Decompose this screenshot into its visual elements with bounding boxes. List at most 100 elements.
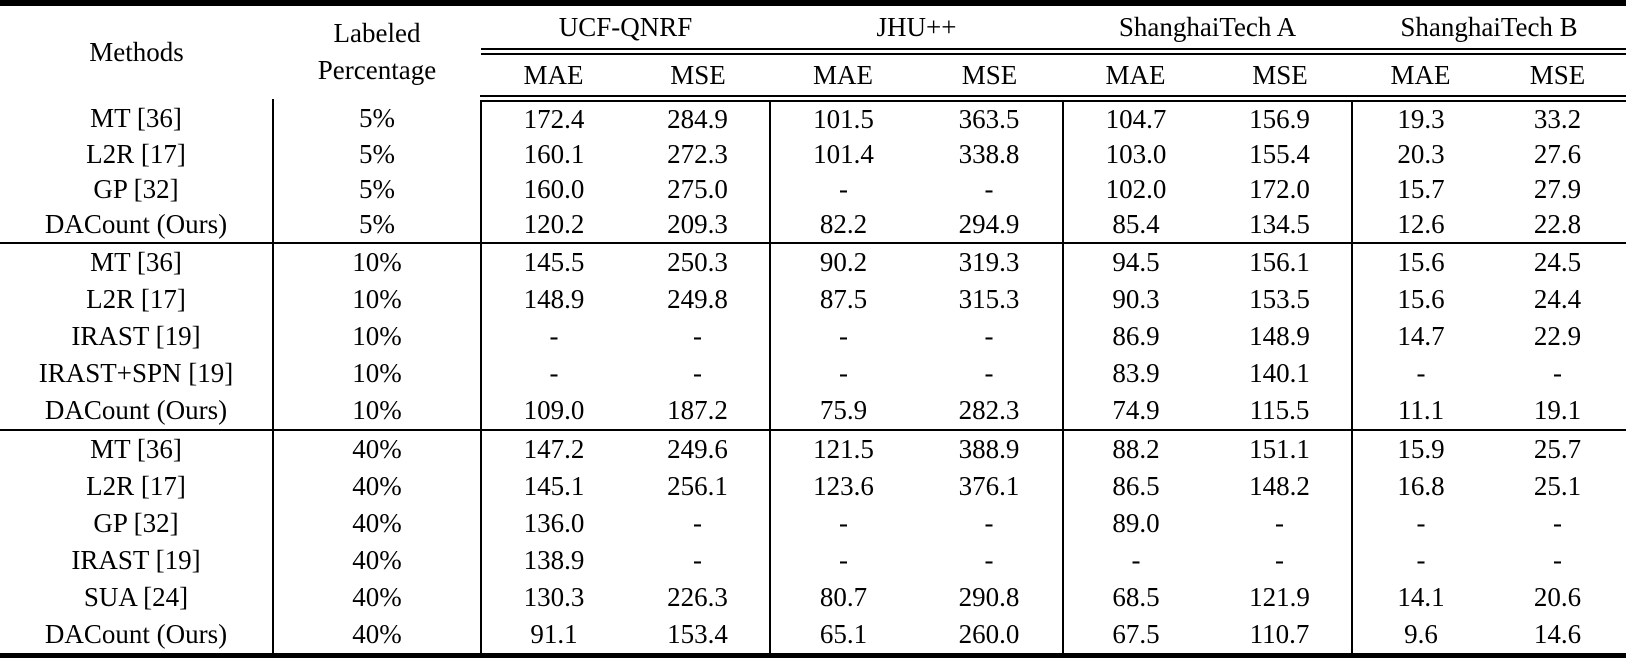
metric-cell: 260.0: [958, 619, 1020, 650]
metric-cell: 121.9: [1249, 582, 1310, 613]
col-header-labeled-line1: Labeled: [333, 18, 421, 49]
metric-cell: -: [693, 508, 702, 539]
metric-cell: -: [984, 358, 994, 389]
metric-cell: 75.9: [769, 392, 917, 430]
method-cell: L2R [17]: [86, 471, 186, 502]
col-header-jhu-mse: MSE: [916, 51, 1064, 102]
labeled-percentage-cell: 40%: [272, 468, 481, 505]
metric-cell: -: [1062, 542, 1209, 579]
metric-cell: 145.5: [480, 242, 626, 281]
metric-cell: 123.6: [769, 468, 917, 505]
labeled-percentage-cell: 10%: [272, 242, 481, 281]
metric-cell: 68.5: [1062, 579, 1209, 616]
table-row: GP [32] 5% 160.0 275.0 - - 102.0 172.0 15.7 27.9: [0, 172, 1626, 207]
metric-cell: 19.1: [1533, 395, 1582, 426]
metric-cell: 148.9: [480, 281, 626, 318]
metric-cell: 104.7: [1062, 98, 1209, 137]
labeled-percentage-cell: 5%: [272, 172, 481, 207]
metric-cell: 160.1: [480, 137, 626, 172]
metric-cell: 130.3: [480, 579, 626, 616]
metric-cell: 15.7: [1351, 172, 1490, 207]
metric-cell: 90.3: [1062, 281, 1209, 318]
table-row: MT [36] 40% 147.2 249.6 121.5 388.9 88.2 151.1 1…: [0, 429, 1626, 468]
metric-cell: 14.6: [1533, 619, 1582, 650]
metric-cell: -: [480, 355, 626, 392]
metric-cell: 156.9: [1249, 104, 1310, 135]
metric-cell: 14.1: [1351, 579, 1490, 616]
labeled-percentage-cell: 5%: [272, 98, 481, 137]
metric-cell: 82.2: [769, 207, 917, 243]
method-cell: MT [36]: [90, 102, 182, 133]
metric-cell: 86.9: [1062, 318, 1209, 355]
metric-cell: -: [1275, 508, 1285, 539]
metric-cell: -: [984, 508, 994, 539]
metric-cell: -: [769, 172, 917, 207]
metric-cell: -: [480, 318, 626, 355]
metric-cell: 14.7: [1351, 318, 1490, 355]
labeled-percentage-cell: 10%: [272, 281, 481, 318]
metric-cell: 91.1: [480, 616, 626, 657]
col-header-sha-mae: MAE: [1063, 51, 1209, 102]
metric-cell: 94.5: [1062, 242, 1209, 281]
labeled-percentage-cell: 10%: [272, 355, 481, 392]
labeled-percentage-cell: 40%: [272, 429, 481, 468]
labeled-percentage-cell: 10%: [272, 392, 481, 430]
table-row: DACount (Ours) 5% 120.2 209.3 82.2 294.9 85.4 1…: [0, 207, 1626, 243]
labeled-percentage-cell: 40%: [272, 579, 481, 616]
metric-cell: 89.0: [1062, 505, 1209, 542]
metric-cell: 160.0: [480, 172, 626, 207]
labeled-percentage-cell: 40%: [272, 505, 481, 542]
metric-cell: 15.6: [1351, 281, 1490, 318]
col-header-ucf-mse: MSE: [626, 51, 771, 102]
metric-cell: 103.0: [1062, 137, 1209, 172]
metric-cell: -: [769, 355, 917, 392]
metric-cell: 20.6: [1533, 582, 1582, 613]
method-cell: IRAST+SPN [19]: [38, 358, 234, 389]
col-header-jhu: JHU++: [770, 3, 1064, 55]
col-header-jhu-mae: MAE: [770, 51, 917, 102]
metric-cell: 121.5: [769, 429, 917, 468]
table-row: L2R [17] 10% 148.9 249.8 87.5 315.3 90.3 153.5 1…: [0, 281, 1626, 318]
metric-cell: 109.0: [480, 392, 626, 430]
metric-cell: 25.7: [1489, 429, 1626, 468]
metric-cell: -: [1553, 508, 1563, 539]
col-header-sha-mse: MSE: [1208, 51, 1353, 102]
method-cell: GP [32]: [93, 174, 179, 205]
metric-cell: 27.6: [1533, 139, 1582, 170]
metric-cell: 120.2: [480, 207, 626, 243]
metric-cell: 148.2: [1249, 471, 1310, 502]
metric-cell: -: [1275, 545, 1285, 576]
metric-cell: 115.5: [1249, 395, 1310, 426]
metric-cell: 256.1: [667, 471, 728, 502]
metric-cell: 319.3: [916, 242, 1064, 281]
metric-cell: 282.3: [958, 395, 1020, 426]
metric-cell: 74.9: [1062, 392, 1209, 430]
method-cell: SUA [24]: [83, 582, 189, 613]
labeled-percentage-cell: 40%: [272, 616, 481, 657]
metric-cell: -: [769, 318, 917, 355]
metric-cell: 22.9: [1533, 321, 1582, 352]
table-row: MT [36] 10% 145.5 250.3 90.2 319.3 94.5 156.1 15…: [0, 242, 1626, 281]
metric-cell: 148.9: [1249, 321, 1310, 352]
metric-cell: -: [984, 545, 994, 576]
table-row: DACount (Ours) 40% 91.1 153.4 65.1 260.0 67.5 1…: [0, 616, 1626, 657]
table-row: IRAST+SPN [19] 10% - - - -83.9 140.1- -: [0, 355, 1626, 392]
metric-cell: 209.3: [667, 209, 728, 240]
col-header-ucf-qnrf: UCF-QNRF: [481, 3, 771, 55]
metric-cell: 19.3: [1351, 98, 1490, 137]
metric-cell: 27.9: [1533, 174, 1582, 205]
metric-cell: -: [1351, 542, 1490, 579]
metric-cell: 172.0: [1249, 174, 1310, 205]
metric-cell: 24.4: [1533, 284, 1582, 315]
metric-cell: -: [1553, 545, 1563, 576]
metric-cell: 101.4: [769, 137, 917, 172]
metric-cell: 67.5: [1062, 616, 1209, 657]
metric-cell: 86.5: [1062, 468, 1209, 505]
metric-cell: 22.8: [1533, 209, 1582, 240]
metric-cell: -: [984, 174, 994, 205]
metric-cell: 11.1: [1351, 392, 1490, 430]
metric-cell: 290.8: [958, 582, 1020, 613]
metric-cell: 85.4: [1062, 207, 1209, 243]
table-row: MT [36] 5% 172.4 284.9 101.5 363.5 104.7 156.9 1…: [0, 98, 1626, 137]
